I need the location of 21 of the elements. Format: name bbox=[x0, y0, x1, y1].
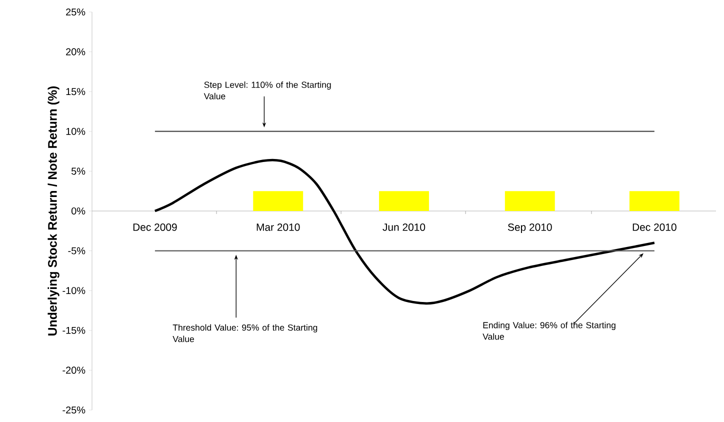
y-tick-label: 15% bbox=[66, 88, 86, 96]
x-tick-label: Dec 2010 bbox=[632, 223, 676, 231]
y-tick-label: 5% bbox=[72, 168, 86, 175]
y-tick-label: -10% bbox=[62, 287, 86, 294]
y-tick-label: 25% bbox=[66, 8, 86, 16]
x-tick-label: Sep 2010 bbox=[508, 223, 552, 233]
x-tick-label: Mar 2010 bbox=[256, 223, 300, 231]
annotation: Threshold Value: 95% of the Starting Value bbox=[172, 324, 318, 342]
x-tick-label: Dec 2009 bbox=[133, 223, 177, 231]
y-tick-label: 20% bbox=[66, 48, 86, 56]
y-tick-label: 0% bbox=[71, 207, 86, 215]
x-tick-label: Jun 2010 bbox=[382, 223, 426, 231]
y-tick-label: -5% bbox=[68, 247, 86, 254]
y-tick-label: 10% bbox=[66, 128, 86, 135]
y-tick-label: -15% bbox=[62, 326, 86, 334]
annotation: Ending Value: 96% of the Starting Value bbox=[482, 322, 616, 340]
y-tick-label: -20% bbox=[62, 366, 86, 374]
y-axis-title: Underlying Stock Return / Note Return (%) bbox=[48, 86, 60, 336]
y-tick-label: -25% bbox=[62, 406, 86, 414]
annotation: Step Level: 110% of the Starting Value bbox=[204, 81, 331, 100]
line-series bbox=[154, 158, 656, 305]
